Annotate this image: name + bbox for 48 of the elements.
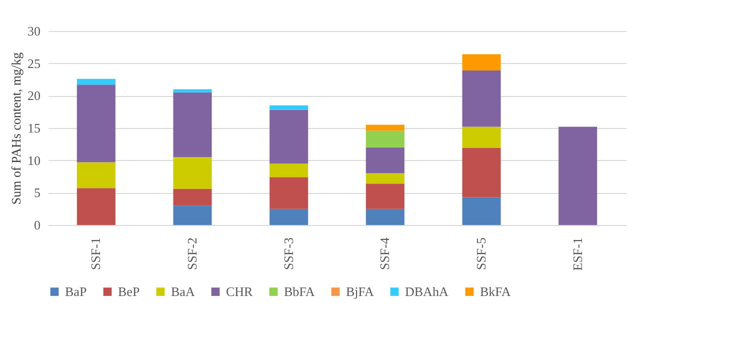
y-axis-title: Sum of PAHs content, mg/kg	[8, 52, 24, 205]
legend-label: BbFA	[284, 284, 316, 299]
x-tick-label: SSF-3	[280, 238, 296, 270]
bar	[173, 92, 212, 158]
y-tick-label: 20	[28, 88, 40, 104]
legend-label: DBAhA	[405, 284, 449, 299]
y-tick-label: 0	[34, 218, 40, 232]
legend-label: BeP	[118, 284, 140, 299]
bar	[173, 188, 212, 206]
bar	[366, 147, 404, 174]
bar	[462, 197, 501, 225]
bar	[76, 84, 116, 162]
bar	[76, 188, 116, 225]
y-tick-label: 25	[28, 56, 40, 71]
x-tick-label: SSF-2	[184, 238, 200, 270]
legend-label: CHR	[226, 284, 254, 299]
bar	[366, 130, 404, 148]
bar	[366, 173, 404, 184]
legend-label: BjFA	[346, 284, 375, 299]
bar	[173, 157, 212, 189]
bar	[366, 184, 404, 209]
bar	[462, 70, 501, 127]
y-tick-label: 10	[28, 152, 40, 168]
bar	[462, 148, 501, 198]
y-tick-label: 15	[28, 120, 40, 136]
bar	[270, 105, 308, 110]
bar	[76, 78, 116, 85]
bar	[462, 54, 501, 70]
bar	[270, 110, 308, 164]
bar	[76, 162, 116, 188]
x-tick-label: ESF-1	[570, 238, 585, 271]
x-tick-label: SSF-5	[474, 238, 488, 270]
x-tick-label: SSF-1	[88, 238, 104, 270]
bar	[270, 164, 308, 178]
bar	[462, 126, 501, 148]
legend-label: BaP	[65, 284, 87, 299]
bar	[366, 124, 404, 131]
legend-label: BaA	[171, 284, 196, 299]
bar	[270, 208, 308, 225]
bar	[270, 177, 308, 209]
legend-label: BkFA	[480, 284, 512, 299]
x-tick-label: SSF-4	[377, 237, 392, 270]
y-tick-label: 30	[28, 24, 40, 38]
bar	[173, 89, 212, 92]
y-tick-label: 5	[34, 185, 40, 200]
bar	[366, 208, 404, 225]
bar	[173, 206, 212, 225]
bar	[558, 126, 598, 225]
